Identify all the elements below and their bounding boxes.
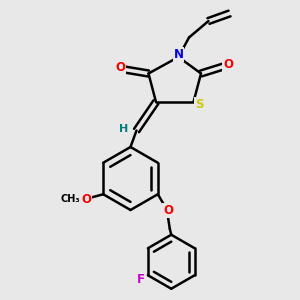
Text: S: S — [195, 98, 203, 111]
Text: CH₃: CH₃ — [60, 194, 80, 204]
Text: O: O — [115, 61, 125, 74]
Text: H: H — [119, 124, 128, 134]
Text: O: O — [81, 193, 91, 206]
Text: N: N — [173, 48, 184, 61]
Text: O: O — [223, 58, 233, 71]
Text: F: F — [137, 273, 145, 286]
Text: O: O — [163, 204, 173, 217]
